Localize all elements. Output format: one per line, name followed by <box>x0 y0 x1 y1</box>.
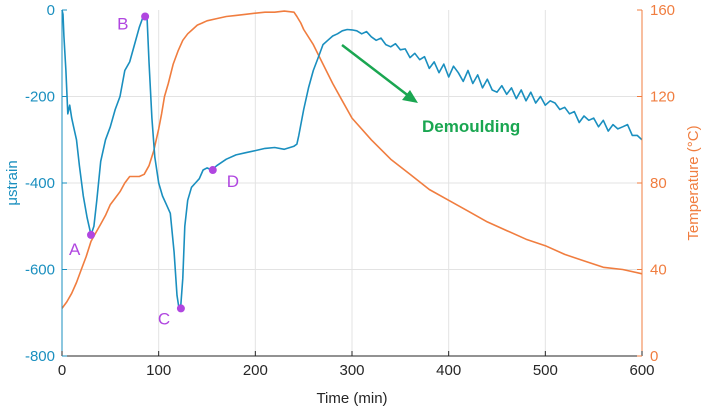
demoulding-arrow-shaft <box>341 44 411 98</box>
labeled-points: A B C D <box>69 12 239 328</box>
x-tick-label: 400 <box>436 362 461 379</box>
y-right-tick-label: 80 <box>650 175 667 192</box>
point-d <box>208 166 217 175</box>
y-left-tick-label: -800 <box>25 348 55 365</box>
point-c <box>176 304 185 313</box>
tick-labels: 0 100 200 300 400 500 600 -800 -600 -400 -200 0 0 40 8… <box>25 2 675 379</box>
x-tick-label: 100 <box>146 362 171 379</box>
y-axis-left-label: μstrain <box>4 160 21 205</box>
y-left-tick-label: -600 <box>25 262 55 279</box>
x-tick-label: 200 <box>243 362 268 379</box>
strain-line <box>61 9 643 310</box>
demoulding-arrow-head <box>402 90 418 103</box>
temperature-line <box>61 10 643 309</box>
point-label-d: D <box>227 172 239 191</box>
y-right-tick-label: 40 <box>650 262 667 279</box>
x-tick-label: 0 <box>58 362 66 379</box>
x-tick-label: 300 <box>339 362 364 379</box>
x-tick-label: 600 <box>629 362 654 379</box>
demoulding-label: Demoulding <box>422 117 520 136</box>
demoulding-annotation: Demoulding <box>341 44 520 136</box>
y-left-tick-label: -200 <box>25 89 55 106</box>
grid <box>62 10 642 356</box>
y-right-tick-label: 0 <box>650 348 658 365</box>
y-right-tick-label: 120 <box>650 89 675 106</box>
point-label-c: C <box>158 309 170 328</box>
y-axis-right-label: Temperature (°C) <box>685 125 702 240</box>
y-right-tick-label: 160 <box>650 2 675 19</box>
temperature-series <box>61 10 643 309</box>
point-a <box>87 230 95 239</box>
point-label-b: B <box>117 14 128 33</box>
y-left-tick-label: -400 <box>25 175 55 192</box>
y-left-tick-label: 0 <box>47 2 55 19</box>
point-b <box>141 12 150 21</box>
strain-series <box>61 9 643 310</box>
point-label-a: A <box>69 240 81 259</box>
x-tick-label: 500 <box>533 362 558 379</box>
x-axis-label: Time (min) <box>316 390 387 407</box>
